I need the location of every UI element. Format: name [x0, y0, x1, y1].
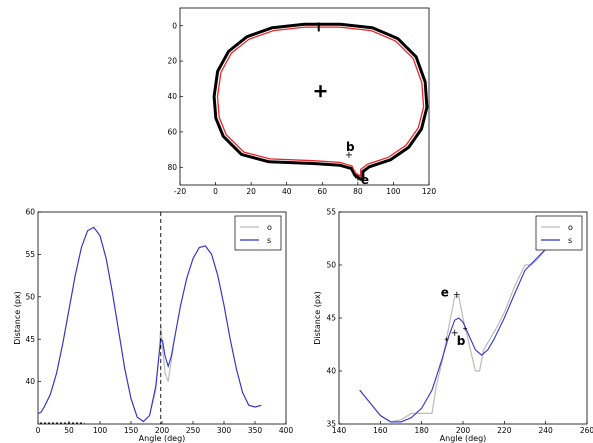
zoom-profile-legend-box — [535, 215, 583, 251]
zoom-profile-x-label: Angle (deg) — [440, 434, 487, 443]
zoom-profile-legend-label-s: s — [568, 236, 572, 245]
zoom-profile-x-tick-label: 160 — [373, 426, 388, 435]
contour-y-tick-label: 60 — [167, 128, 177, 137]
zoom-profile-y-tick-label: 45 — [326, 314, 336, 323]
full-profile-x-tick-label: 400 — [279, 426, 294, 435]
annotation-label-e: e — [441, 286, 449, 300]
annotation-label-b: b — [457, 334, 466, 348]
full-profile-panel: 0 50 100 150 200 250 300 350 400 40 45 50 55 60 Angl… — [13, 208, 293, 443]
full-profile-x-tick-label: 300 — [217, 426, 232, 435]
contour-x-tick-label: 100 — [386, 187, 401, 196]
full-profile-y-tick-label: 40 — [25, 377, 35, 386]
full-profile-y-tick-label: 50 — [25, 292, 35, 301]
contour-x-tick-label: 60 — [318, 187, 328, 196]
full-profile-series-s — [37, 226, 262, 423]
contour-y-tick-label: 0 — [172, 21, 177, 30]
contour-x-tick-label: 120 — [422, 187, 437, 196]
zoom-profile-y-tick-label: 55 — [326, 208, 336, 217]
full-profile-x-ticks: 0 50 100 150 200 250 300 350 400 — [36, 421, 294, 435]
contour-y-tick-label: 80 — [167, 163, 177, 172]
full-profile-y-tick-label: 60 — [25, 208, 35, 217]
contour-x-tick-label: -20 — [174, 187, 186, 196]
zoom-profile-x-tick-label: 180 — [415, 426, 430, 435]
zoom-profile-plot: eb — [359, 248, 547, 423]
fitted-contour — [216, 26, 425, 178]
full-profile-y-label: Distance (px) — [13, 291, 22, 345]
annotation-label-e: e — [361, 173, 369, 187]
full-profile-legend-label-s: s — [267, 236, 271, 245]
full-profile-plot — [37, 212, 262, 424]
zoom-profile-x-tick-label: 260 — [580, 426, 593, 435]
contour-y-tick-label: 40 — [167, 92, 177, 101]
zoom-profile-x-tick-label: 200 — [456, 426, 471, 435]
full-profile-x-tick-label: 200 — [155, 426, 170, 435]
contour-x-ticks: -20 0 20 40 60 80 100 120 — [174, 182, 437, 196]
full-profile-x-tick-label: 250 — [186, 426, 201, 435]
full-profile-legend: os — [234, 215, 282, 251]
zoom-profile-y-tick-label: 40 — [326, 367, 336, 376]
full-profile-legend-box — [234, 215, 282, 251]
full-profile-x-tick-label: 0 — [36, 426, 41, 435]
zoom-profile-y-tick-label: 35 — [326, 420, 336, 429]
contour-x-tick-label: 0 — [213, 187, 218, 196]
zoom-profile-y-label: Distance (px) — [313, 291, 322, 345]
full-profile-y-tick-label: 55 — [25, 250, 35, 259]
contour-y-tick-label: 20 — [167, 57, 177, 66]
full-profile-x-tick-label: 50 — [64, 426, 74, 435]
zoom-profile-y-tick-label: 50 — [326, 261, 336, 270]
zoom-profile-y-ticks: 35 40 45 50 55 — [326, 208, 342, 429]
full-profile-legend-label-o: o — [267, 223, 272, 232]
zoom-profile-legend: os — [535, 215, 583, 251]
zoom-profile-legend-label-o: o — [568, 223, 573, 232]
contour-x-tick-label: 80 — [353, 187, 363, 196]
full-profile-y-tick-label: 45 — [25, 335, 35, 344]
contour-image: be — [212, 22, 429, 187]
contour-y-ticks: 0 20 40 60 80 — [167, 21, 183, 172]
contour-x-tick-label: 20 — [246, 187, 256, 196]
full-profile-x-label: Angle (deg) — [139, 434, 186, 443]
full-profile-x-tick-label: 150 — [124, 426, 139, 435]
full-profile-y-ticks: 40 45 50 55 60 — [25, 208, 41, 386]
zoom-profile-series-s — [359, 248, 547, 423]
zoom-profile-x-tick-label: 240 — [539, 426, 554, 435]
blob-interior — [215, 25, 426, 178]
zoom-profile-x-tick-label: 220 — [497, 426, 512, 435]
zoom-profile-series-o — [359, 248, 547, 423]
contour-x-tick-label: 40 — [282, 187, 292, 196]
zoom-profile-x-tick-label: 140 — [332, 426, 347, 435]
full-profile-x-tick-label: 100 — [93, 426, 108, 435]
annotation-label-b: b — [346, 140, 355, 154]
zoom-profile-x-ticks: 140 160 180 200 220 240 260 — [332, 421, 593, 435]
full-profile-x-tick-label: 350 — [248, 426, 263, 435]
